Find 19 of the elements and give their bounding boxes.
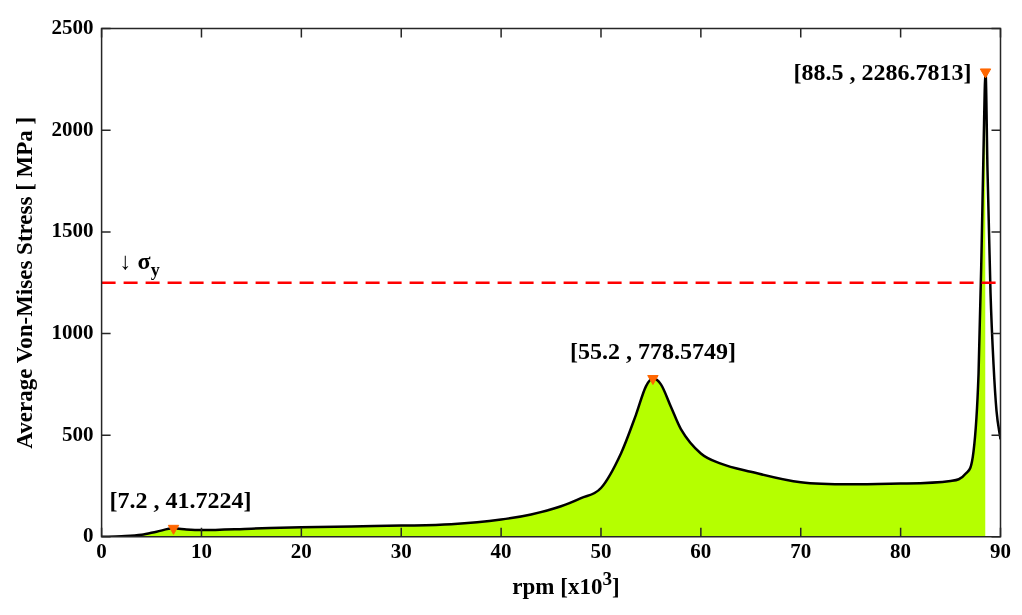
- x-tick-label: 50: [590, 538, 612, 563]
- y-tick-label: 500: [62, 421, 94, 446]
- y-tick-label: 2000: [51, 116, 94, 141]
- x-tick-label: 70: [790, 538, 812, 563]
- x-tick-label: 80: [890, 538, 912, 563]
- x-tick-label: 20: [290, 538, 312, 563]
- y-tick-label: 1000: [51, 319, 94, 344]
- x-tick-label: 30: [390, 538, 412, 563]
- x-tick-label: 90: [990, 538, 1011, 563]
- x-axis-title: rpm [x10$^{3}$]: [511, 568, 621, 600]
- annotation: [88.5 , 2286.7813]: [793, 58, 972, 85]
- x-tick-label: 10: [190, 538, 212, 563]
- y-tick-label: 2500: [51, 15, 94, 40]
- x-tick-label: 60: [690, 538, 712, 563]
- x-tick-label: 40: [490, 538, 512, 563]
- y-tick-label: 1500: [51, 218, 94, 243]
- annotation: [55.2 , 778.5749]: [569, 337, 736, 364]
- annotation: [7.2 , 41.7224]: [109, 487, 252, 514]
- y-axis-title: Average Von-Mises Stress [ MPa ]: [11, 116, 37, 449]
